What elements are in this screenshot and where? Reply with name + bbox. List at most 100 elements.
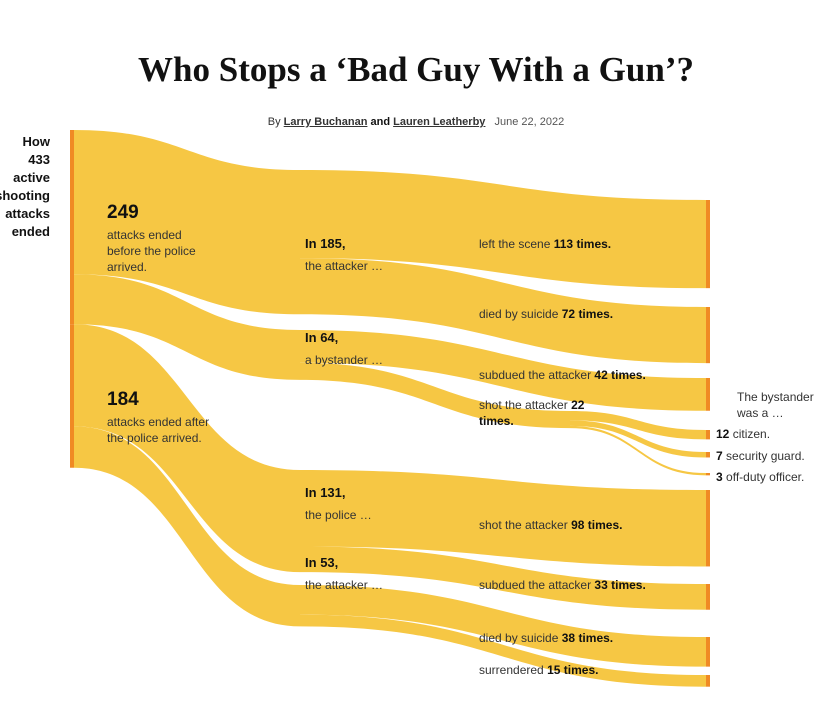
date: June 22, 2022 <box>494 116 565 128</box>
branch-suffix: , <box>334 330 339 345</box>
leaf-label: died by suicide 38 times. <box>479 630 699 646</box>
node-bar <box>706 200 710 289</box>
branch-suffix: , <box>341 236 346 251</box>
flow <box>300 546 706 610</box>
leaf-label: died by suicide 72 times. <box>479 306 699 322</box>
sub-label: 3 off-duty officer. <box>716 469 826 485</box>
branch-value: 185 <box>320 236 342 251</box>
flow <box>300 470 706 567</box>
group-value: 184 <box>107 389 139 410</box>
node-bar <box>706 473 710 476</box>
node-bar <box>706 584 710 610</box>
flow <box>300 362 570 429</box>
leaf-value: 42 <box>594 368 608 382</box>
title: Who Stops a ‘Bad Guy With a Gun’? <box>138 50 694 89</box>
branch-text: the attacker … <box>305 578 384 592</box>
leaf-label: shot the attacker 98 times. <box>479 517 699 533</box>
branch-head: In 131, <box>305 485 425 501</box>
author[interactable]: Larry Buchanan <box>283 116 368 128</box>
branch-label: In 131, the police … <box>305 485 425 523</box>
leaf-unit: times. <box>611 578 646 592</box>
leaf-label: subdued the attacker 33 times. <box>479 577 699 593</box>
node-bar <box>706 307 710 364</box>
sub-value: 3 <box>716 470 723 484</box>
branch-prefix: In <box>305 236 317 251</box>
leaf-text: surrendered <box>479 663 544 677</box>
node-bar <box>706 675 710 687</box>
note-text: The bystander was a … <box>737 390 814 420</box>
root-text: shooting <box>0 188 50 203</box>
note: The bystander was a … <box>737 389 827 421</box>
group-text: attacks ended after the police arrived. <box>107 415 210 445</box>
branch-label: In 64, a bystander … <box>305 330 425 368</box>
flow <box>570 411 706 440</box>
branch-value: 53 <box>320 555 335 570</box>
leaf-value: 98 <box>571 518 585 532</box>
leaf-text: subdued the attacker <box>479 368 592 382</box>
branch-prefix: In <box>305 330 317 345</box>
leaf-text: died by suicide <box>479 307 559 321</box>
root-value: 433 <box>28 152 50 167</box>
leaf-value: 38 <box>561 631 576 645</box>
group-text: attacks ended before the police arrived. <box>107 228 196 274</box>
by: By <box>267 116 281 128</box>
node-bar <box>706 452 710 458</box>
branch-label: In 185, the attacker … <box>305 236 425 274</box>
sub-text: citizen. <box>732 427 771 441</box>
flow <box>74 324 300 573</box>
leaf-text: shot the attacker <box>479 398 568 412</box>
branch-head: In 64, <box>305 330 425 346</box>
branch-prefix: In <box>305 485 317 500</box>
group-label: 184 attacks ended after the police arrive… <box>107 389 217 446</box>
root-text: ended <box>11 224 50 239</box>
branch-head: In 185, <box>305 236 425 252</box>
branch-prefix: In <box>305 555 317 570</box>
branch-suffix: , <box>341 485 346 500</box>
branch-head: In 53, <box>305 555 425 571</box>
sub-value: 7 <box>716 449 723 463</box>
root-text: active <box>13 170 50 185</box>
root-label: How 433 active shooting attacks ended <box>0 133 50 241</box>
branch-text: the attacker … <box>305 259 384 273</box>
leaf-unit: times. <box>479 414 514 428</box>
leaf-unit: times. <box>578 631 614 645</box>
leaf-unit: times. <box>578 307 614 321</box>
leaf-unit: times. <box>576 237 612 251</box>
leaf-text: subdued the attacker <box>479 578 592 592</box>
flow <box>300 170 706 289</box>
leaf-label: surrendered 15 times. <box>479 662 699 678</box>
flow <box>74 426 300 627</box>
flow <box>300 258 706 364</box>
root-text: attacks <box>5 206 50 221</box>
byline: By Larry Buchanan and Lauren Leatherby J… <box>0 116 832 128</box>
flow <box>74 274 300 380</box>
leaf-unit: times. <box>587 518 623 532</box>
leaf-unit: times. <box>611 368 646 382</box>
flow <box>300 330 706 411</box>
leaf-unit: times. <box>563 663 599 677</box>
group-value: 249 <box>107 202 139 223</box>
leaf-value: 72 <box>561 307 576 321</box>
branch-value: 64 <box>320 330 335 345</box>
flow <box>570 420 706 458</box>
sub-value: 12 <box>716 427 730 441</box>
leaf-value: 15 <box>547 663 561 677</box>
node-bar <box>70 130 74 325</box>
branch-text: the police … <box>305 508 372 522</box>
leaf-label: left the scene 113 times. <box>479 236 699 252</box>
root-text: How <box>22 134 50 149</box>
and: and <box>370 116 391 128</box>
sub-text: security guard. <box>726 449 805 463</box>
leaf-value: 33 <box>594 578 608 592</box>
group-label: 249 attacks ended before the police arriv… <box>107 202 217 275</box>
flow <box>300 614 706 687</box>
leaf-value: 22 <box>571 398 585 412</box>
node-bar <box>706 490 710 567</box>
sub-label: 7 security guard. <box>716 448 826 464</box>
sub-label: 12 citizen. <box>716 426 826 442</box>
node-bar <box>706 430 710 440</box>
leaf-text: died by suicide <box>479 631 559 645</box>
branch-text: a bystander … <box>305 353 384 367</box>
author[interactable]: Lauren Leatherby <box>393 116 486 128</box>
